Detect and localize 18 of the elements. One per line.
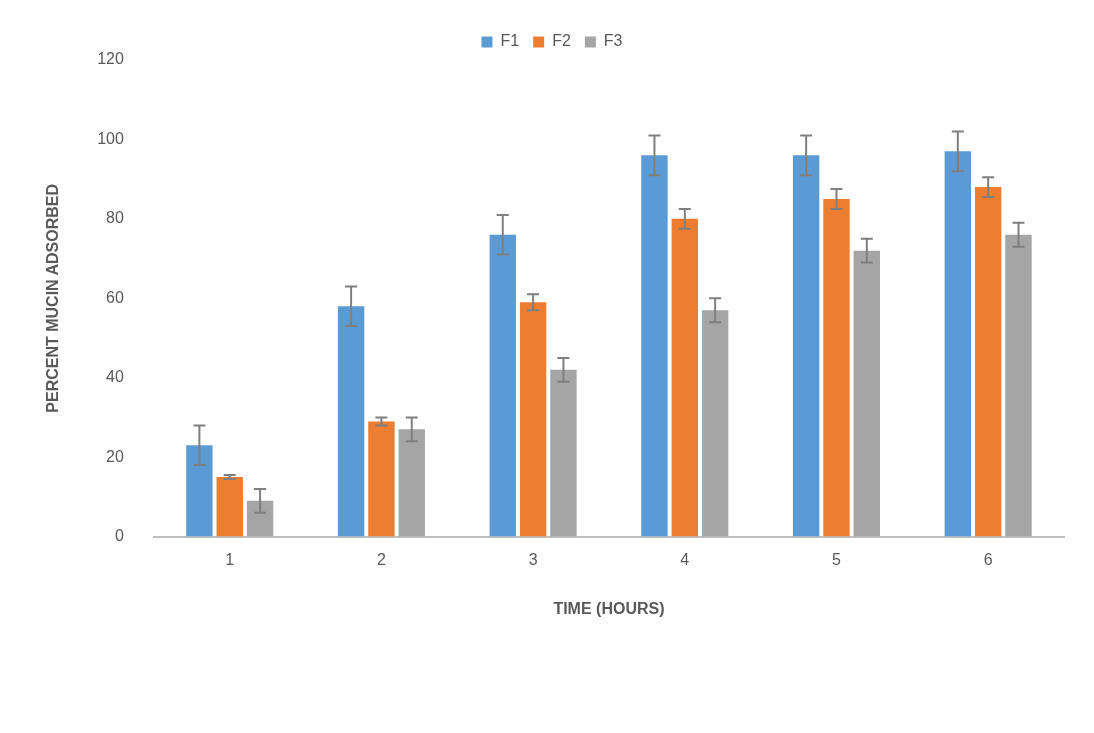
legend-label: F1 (500, 32, 520, 50)
y-tick-label: 40 (106, 368, 124, 386)
x-tick-label: 4 (680, 550, 690, 568)
x-tick-label: 2 (376, 550, 386, 568)
x-tick-label: 6 (983, 550, 993, 568)
legend-label: F3 (603, 32, 623, 50)
x-tick-label: 3 (528, 550, 538, 568)
y-tick-label: 60 (106, 288, 124, 306)
legend-label: F2 (552, 32, 571, 50)
y-tick-label: 80 (106, 209, 124, 227)
y-tick-label: 0 (114, 527, 124, 545)
y-axis-title: PERCENT MUCIN ADSORBED (44, 183, 62, 413)
y-tick-label: 120 (97, 50, 124, 68)
x-axis-title: TIME (HOURS) (553, 599, 665, 617)
x-tick-label: 5 (832, 550, 842, 568)
x-tick-label: 1 (225, 550, 235, 568)
y-tick-label: 20 (106, 447, 124, 465)
y-tick-label: 100 (97, 129, 124, 147)
